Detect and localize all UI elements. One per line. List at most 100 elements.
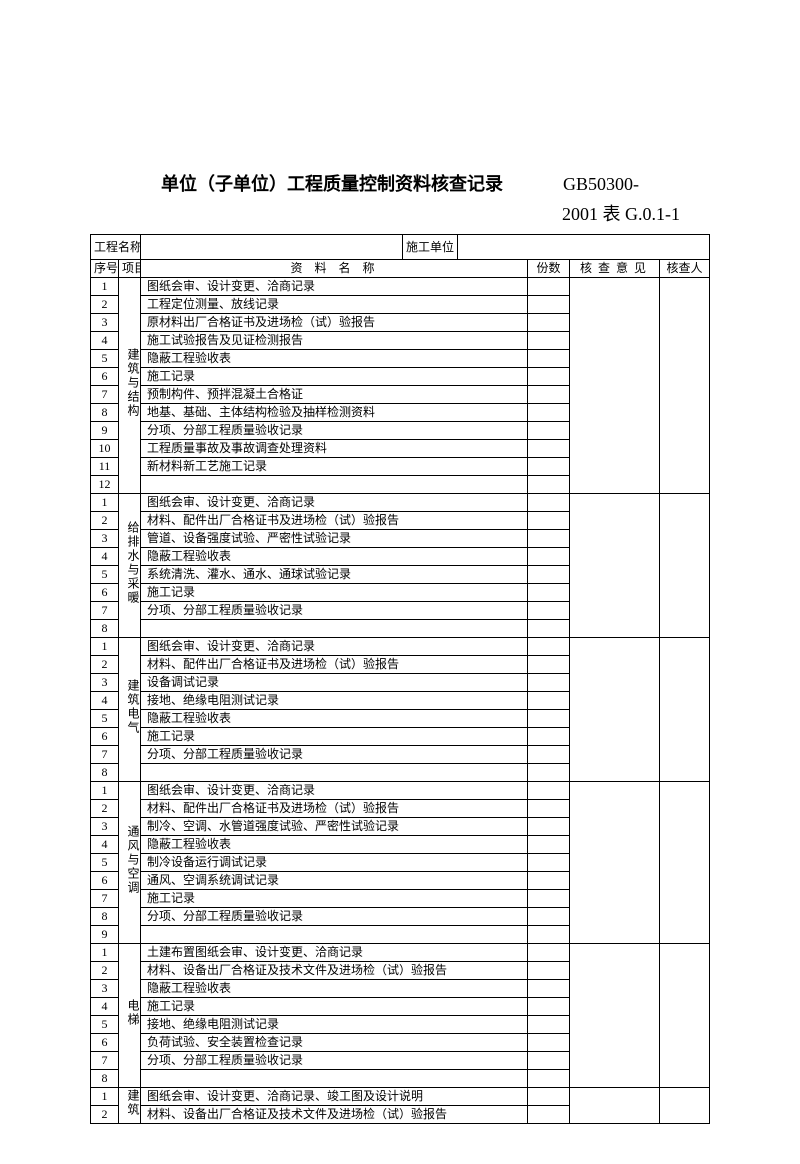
seq-cell: 7 [91, 386, 119, 404]
seq-cell: 1 [91, 494, 119, 512]
title-code: GB50300- [563, 174, 639, 195]
seq-cell: 7 [91, 890, 119, 908]
copies-cell [528, 908, 570, 926]
col-opinion: 核查意见 [570, 260, 660, 278]
copies-cell [528, 1016, 570, 1034]
category-cell: 给排水与采暖 [119, 494, 141, 638]
copies-cell [528, 980, 570, 998]
desc-cell: 隐蔽工程验收表 [141, 980, 528, 998]
desc-cell: 施工记录 [141, 890, 528, 908]
seq-cell: 4 [91, 692, 119, 710]
copies-cell [528, 584, 570, 602]
desc-cell: 接地、绝缘电阻测试记录 [141, 1016, 528, 1034]
copies-cell [528, 638, 570, 656]
document-page: 单位（子单位）工程质量控制资料核查记录 GB50300- 2001 表 G.0.… [0, 0, 800, 1164]
copies-cell [528, 1088, 570, 1106]
checker-cell [660, 782, 710, 944]
copies-cell [528, 836, 570, 854]
seq-cell: 6 [91, 1034, 119, 1052]
copies-cell [528, 800, 570, 818]
seq-cell: 8 [91, 764, 119, 782]
desc-cell: 材料、设备出厂合格证及技术文件及进场检（试）验报告 [141, 962, 528, 980]
seq-cell: 5 [91, 854, 119, 872]
header-row-2: 序号 项目 资料名称 份数 核查意见 核查人 [91, 260, 710, 278]
seq-cell: 3 [91, 674, 119, 692]
title-row: 单位（子单位）工程质量控制资料核查记录 GB50300- [90, 170, 710, 196]
seq-cell: 8 [91, 908, 119, 926]
seq-cell: 1 [91, 1088, 119, 1106]
seq-cell: 4 [91, 548, 119, 566]
desc-cell: 分项、分部工程质量验收记录 [141, 1052, 528, 1070]
seq-cell: 2 [91, 296, 119, 314]
title-sub: 2001 表 G.0.1-1 [90, 200, 680, 226]
copies-cell [528, 566, 570, 584]
desc-cell: 负荷试验、安全装置检查记录 [141, 1034, 528, 1052]
copies-cell [528, 1070, 570, 1088]
copies-cell [528, 512, 570, 530]
opinion-cell [570, 944, 660, 1088]
desc-cell: 隐蔽工程验收表 [141, 710, 528, 728]
copies-cell [528, 1052, 570, 1070]
desc-cell [141, 926, 528, 944]
desc-cell: 图纸会审、设计变更、洽商记录 [141, 278, 528, 296]
seq-cell: 2 [91, 800, 119, 818]
seq-cell: 11 [91, 458, 119, 476]
desc-cell: 制冷设备运行调试记录 [141, 854, 528, 872]
seq-cell: 2 [91, 656, 119, 674]
category-cell: 建筑与结构 [119, 278, 141, 494]
desc-cell: 施工记录 [141, 728, 528, 746]
seq-cell: 7 [91, 1052, 119, 1070]
seq-cell: 4 [91, 332, 119, 350]
desc-cell: 图纸会审、设计变更、洽商记录、竣工图及设计说明 [141, 1088, 528, 1106]
desc-cell: 施工记录 [141, 998, 528, 1016]
title-main: 单位（子单位）工程质量控制资料核查记录 [161, 170, 503, 196]
col-cat: 项目 [119, 260, 141, 278]
copies-cell [528, 890, 570, 908]
copies-cell [528, 404, 570, 422]
desc-cell: 图纸会审、设计变更、洽商记录 [141, 782, 528, 800]
desc-cell: 制冷、空调、水管道强度试验、严密性试验记录 [141, 818, 528, 836]
copies-cell [528, 386, 570, 404]
seq-cell: 1 [91, 278, 119, 296]
seq-cell: 3 [91, 818, 119, 836]
desc-cell [141, 764, 528, 782]
copies-cell [528, 962, 570, 980]
seq-cell: 6 [91, 728, 119, 746]
inspection-table: 工程名称 施工单位 序号 项目 资料名称 份数 核查意见 核查人 1建筑与结构图… [90, 234, 710, 1124]
opinion-cell [570, 638, 660, 782]
seq-cell: 6 [91, 584, 119, 602]
desc-cell: 材料、配件出厂合格证书及进场检（试）验报告 [141, 800, 528, 818]
copies-cell [528, 350, 570, 368]
table-row: 1建筑电气图纸会审、设计变更、洽商记录 [91, 638, 710, 656]
copies-cell [528, 620, 570, 638]
seq-cell: 1 [91, 638, 119, 656]
desc-cell: 原材料出厂合格证书及进场检（试）验报告 [141, 314, 528, 332]
copies-cell [528, 440, 570, 458]
opinion-cell [570, 494, 660, 638]
opinion-cell [570, 278, 660, 494]
desc-cell: 施工记录 [141, 584, 528, 602]
seq-cell: 5 [91, 566, 119, 584]
copies-cell [528, 782, 570, 800]
col-copies: 份数 [528, 260, 570, 278]
header-row-1: 工程名称 施工单位 [91, 235, 710, 260]
copies-cell [528, 458, 570, 476]
copies-cell [528, 872, 570, 890]
seq-cell: 2 [91, 1106, 119, 1124]
desc-cell [141, 476, 528, 494]
category-cell: 建筑 [119, 1088, 141, 1124]
desc-cell: 分项、分部工程质量验收记录 [141, 602, 528, 620]
desc-cell: 隐蔽工程验收表 [141, 548, 528, 566]
desc-cell: 设备调试记录 [141, 674, 528, 692]
desc-cell: 材料、设备出厂合格证及技术文件及进场检（试）验报告 [141, 1106, 528, 1124]
opinion-cell [570, 782, 660, 944]
copies-cell [528, 1034, 570, 1052]
seq-cell: 1 [91, 782, 119, 800]
desc-cell: 系统清洗、灌水、通水、通球试验记录 [141, 566, 528, 584]
seq-cell: 5 [91, 710, 119, 728]
col-seq: 序号 [91, 260, 119, 278]
copies-cell [528, 422, 570, 440]
table-row: 1电梯土建布置图纸会审、设计变更、洽商记录 [91, 944, 710, 962]
seq-cell: 12 [91, 476, 119, 494]
table-row: 1通风与空调图纸会审、设计变更、洽商记录 [91, 782, 710, 800]
